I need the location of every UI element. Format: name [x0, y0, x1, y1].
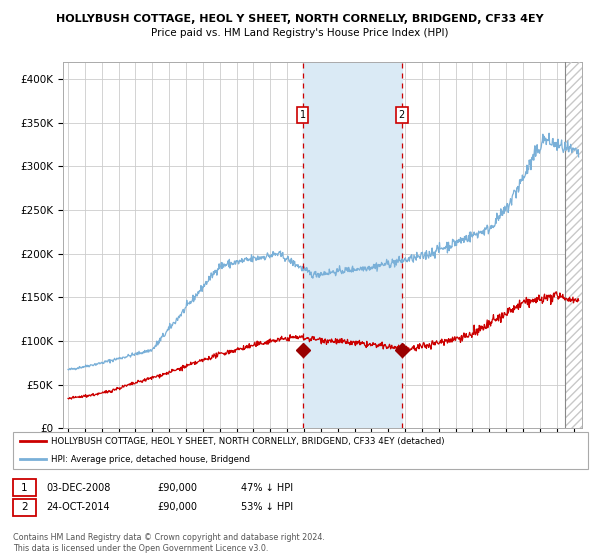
Text: 1: 1 [299, 110, 305, 120]
Bar [565, 62, 599, 428]
Text: £90,000: £90,000 [157, 502, 197, 512]
Text: 24-OCT-2014: 24-OCT-2014 [46, 502, 110, 512]
Text: Contains HM Land Registry data © Crown copyright and database right 2024.
This d: Contains HM Land Registry data © Crown c… [13, 533, 325, 553]
Text: 47% ↓ HPI: 47% ↓ HPI [241, 483, 293, 493]
Text: HPI: Average price, detached house, Bridgend: HPI: Average price, detached house, Brid… [51, 455, 250, 464]
Text: 1: 1 [21, 483, 28, 493]
Bar [302, 62, 402, 428]
Text: 53% ↓ HPI: 53% ↓ HPI [241, 502, 293, 512]
Text: 03-DEC-2008: 03-DEC-2008 [46, 483, 110, 493]
Text: Price paid vs. HM Land Registry's House Price Index (HPI): Price paid vs. HM Land Registry's House … [151, 28, 449, 38]
Text: 2: 2 [399, 110, 405, 120]
Text: HOLLYBUSH COTTAGE, HEOL Y SHEET, NORTH CORNELLY, BRIDGEND, CF33 4EY (detached): HOLLYBUSH COTTAGE, HEOL Y SHEET, NORTH C… [51, 437, 445, 446]
Bar [565, 62, 599, 428]
Text: £90,000: £90,000 [157, 483, 197, 493]
Text: HOLLYBUSH COTTAGE, HEOL Y SHEET, NORTH CORNELLY, BRIDGEND, CF33 4EY: HOLLYBUSH COTTAGE, HEOL Y SHEET, NORTH C… [56, 14, 544, 24]
Text: 2: 2 [21, 502, 28, 512]
